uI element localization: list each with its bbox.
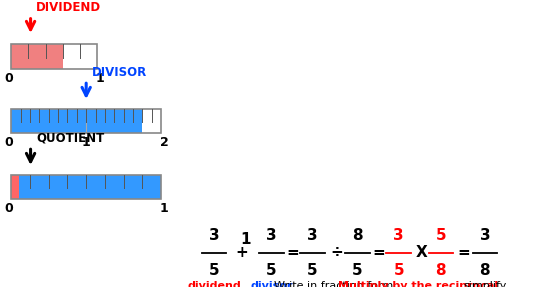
Text: DIVIDEND: DIVIDEND — [36, 1, 101, 14]
Text: 2: 2 — [160, 136, 168, 149]
Text: 1: 1 — [96, 72, 105, 85]
Text: 8: 8 — [479, 263, 490, 278]
Text: 3: 3 — [479, 228, 490, 243]
Bar — [11, 44, 97, 69]
Bar — [11, 175, 19, 199]
Text: DIVISOR: DIVISOR — [92, 66, 147, 79]
Text: ÷: ÷ — [331, 245, 343, 260]
Bar — [11, 109, 161, 133]
Text: divisor: divisor — [250, 281, 292, 287]
Text: 5: 5 — [208, 263, 220, 278]
Text: 3: 3 — [266, 228, 277, 243]
Text: 5: 5 — [435, 228, 446, 243]
Text: X: X — [415, 245, 428, 260]
Text: =: = — [458, 245, 470, 260]
Text: 0: 0 — [4, 72, 13, 85]
Text: 3: 3 — [393, 228, 404, 243]
Text: 5: 5 — [266, 263, 277, 278]
Text: 0: 0 — [4, 136, 13, 149]
Text: dividend: dividend — [187, 281, 241, 287]
Text: 5: 5 — [393, 263, 404, 278]
Bar — [11, 175, 161, 199]
Text: QUOTIENT: QUOTIENT — [36, 132, 105, 145]
Text: =: = — [287, 245, 299, 260]
Text: 8: 8 — [435, 263, 446, 278]
Text: 1: 1 — [82, 136, 91, 149]
Text: =: = — [373, 245, 385, 260]
Text: 5: 5 — [352, 263, 363, 278]
Bar — [11, 44, 63, 69]
Bar — [11, 175, 161, 199]
Text: Write in fraction form.: Write in fraction form. — [274, 281, 396, 287]
Text: 1: 1 — [160, 202, 168, 215]
Bar — [142, 109, 161, 133]
Text: 0: 0 — [4, 202, 13, 215]
Bar — [63, 44, 97, 69]
Text: Multiply by the reciprocal.: Multiply by the reciprocal. — [337, 281, 502, 287]
Text: +: + — [236, 245, 248, 260]
Text: 1: 1 — [241, 232, 251, 247]
Bar — [11, 109, 142, 133]
Text: 5: 5 — [307, 263, 318, 278]
Text: 3: 3 — [208, 228, 220, 243]
Text: 8: 8 — [352, 228, 363, 243]
Text: simplify: simplify — [463, 281, 507, 287]
Text: 3: 3 — [307, 228, 318, 243]
